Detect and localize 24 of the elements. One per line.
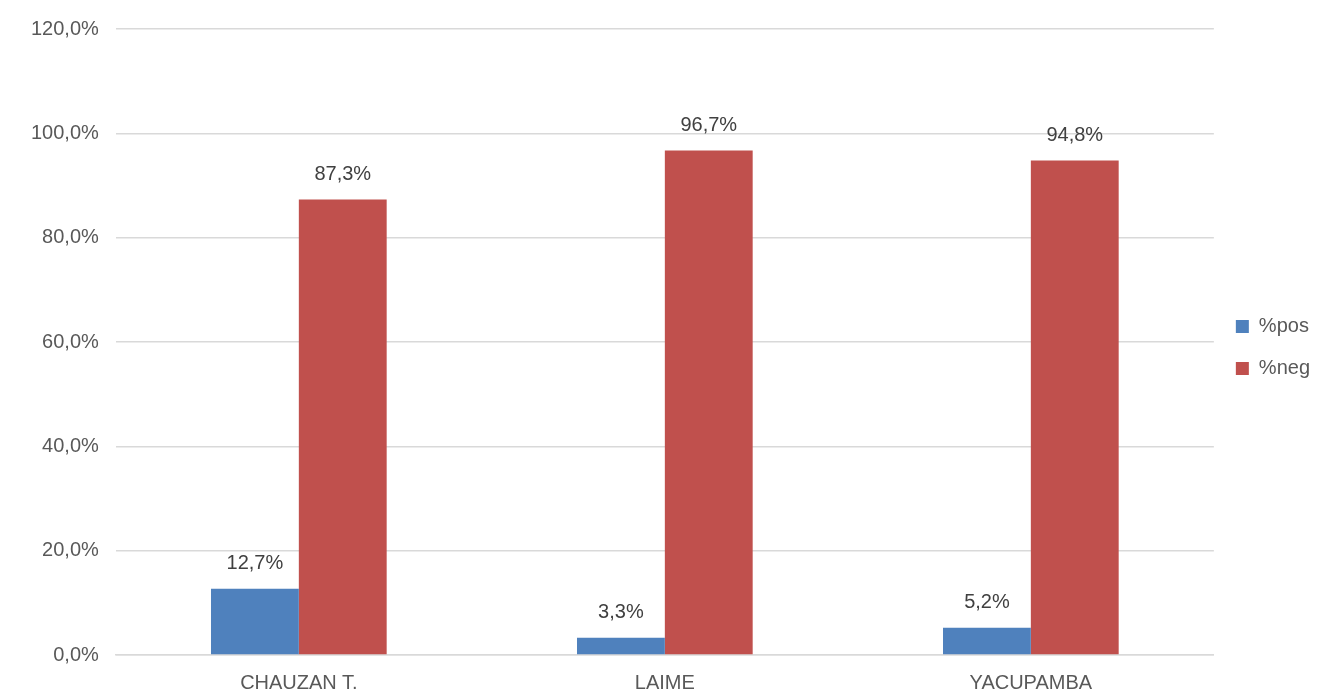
legend-label: %neg	[1258, 356, 1310, 379]
data-label: 12,7%	[226, 551, 284, 574]
bar	[664, 150, 753, 655]
y-tick-label: 80,0%	[42, 225, 100, 248]
y-tick-label: 60,0%	[42, 329, 100, 352]
y-tick-label: 20,0%	[42, 538, 100, 561]
y-tick-label: 120,0%	[30, 16, 100, 39]
data-label: 94,8%	[1046, 122, 1104, 145]
bar	[210, 588, 299, 655]
legend-label: %pos	[1258, 314, 1309, 337]
bar	[943, 627, 1031, 655]
x-tick-label: LAIME	[634, 670, 695, 693]
data-label: 96,7%	[680, 113, 738, 136]
data-label: 5,2%	[964, 590, 1010, 613]
data-label: 87,3%	[314, 162, 372, 185]
y-tick-label: 40,0%	[42, 433, 100, 456]
x-tick-label: YACUPAMBA	[969, 670, 1093, 693]
bar	[1030, 160, 1119, 655]
bar	[298, 199, 387, 655]
y-tick-label: 100,0%	[30, 120, 100, 143]
y-tick-label: 0,0%	[53, 642, 100, 665]
bar	[577, 637, 665, 655]
data-label: 3,3%	[598, 600, 644, 623]
x-tick-label: CHAUZAN T.	[240, 670, 358, 693]
